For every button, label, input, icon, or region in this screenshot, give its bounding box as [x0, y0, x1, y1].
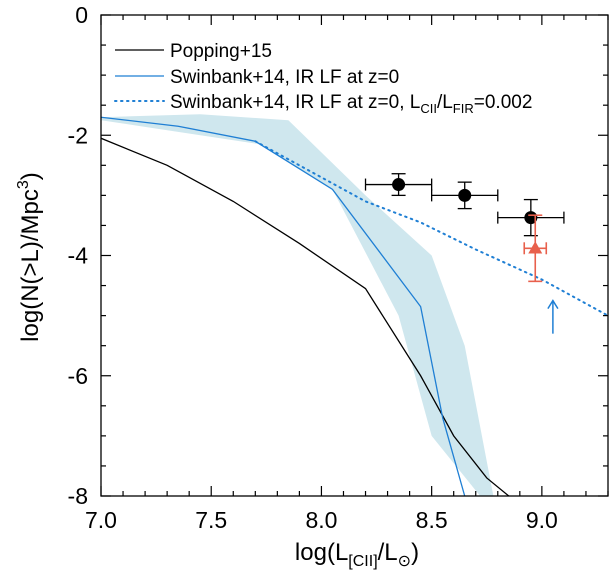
- legend-label-swinbank-ratio-sub1: CII: [420, 101, 437, 116]
- x-axis-label: log(L[CII]/L⊙): [295, 539, 419, 570]
- y-tick-label-1: -2: [68, 122, 88, 148]
- y-axis-label-post: ): [17, 172, 44, 180]
- y-tick-label-0: 0: [75, 2, 88, 28]
- legend-label-swinbank-ratio-sub2: FIR: [453, 101, 474, 116]
- legend-label-swinbank-ratio-main: Swinbank+14, IR LF at z=0, L: [170, 92, 420, 113]
- x-tick-label-4: 9.0: [526, 507, 558, 533]
- x-axis-label-post: ): [411, 539, 419, 566]
- x-tick-label-3: 8.5: [416, 507, 448, 533]
- marker-triangle-3: [528, 241, 542, 253]
- x-tick-label-0: 7.0: [85, 507, 117, 533]
- marker-circle-0: [392, 178, 405, 191]
- confidence-band: [101, 114, 493, 496]
- data-point-3: [524, 215, 546, 281]
- x-axis-label-mid: /L: [378, 539, 398, 566]
- legend-label-swinbank-ratio-post: =0.002: [474, 92, 533, 113]
- y-axis-label-sup: 3: [15, 180, 32, 189]
- confidence-band-layer: [101, 114, 493, 496]
- upper-limit-arrow: [548, 301, 558, 334]
- x-axis-label-sub: [CII]: [348, 553, 377, 570]
- marker-circle-1: [458, 189, 471, 202]
- x-tick-label-1: 7.5: [195, 507, 227, 533]
- x-axis-label-pre: log(L: [295, 539, 348, 566]
- y-tick-label-4: -8: [68, 483, 88, 509]
- y-tick-label-3: -6: [68, 363, 88, 389]
- x-tick-label-2: 8.0: [305, 507, 337, 533]
- legend-label-swinbank: Swinbank+14, IR LF at z=0: [170, 67, 399, 88]
- legend: Popping+15 Swinbank+14, IR LF at z=0 Swi…: [115, 41, 532, 116]
- data-point-1: [432, 182, 498, 208]
- y-axis-label-pre: log(N(>L)/Mpc: [17, 189, 44, 342]
- y-axis-label: log(N(>L)/Mpc3): [15, 172, 44, 342]
- x-axis-label-symbol: ⊙: [398, 553, 411, 570]
- legend-label-popping: Popping+15: [170, 41, 272, 62]
- legend-label-swinbank-ratio-mid: /L: [437, 92, 453, 113]
- y-tick-label-2: -4: [68, 243, 89, 269]
- data-point-0: [366, 174, 432, 196]
- series-layer: [101, 117, 608, 496]
- legend-label-swinbank-ratio: Swinbank+14, IR LF at z=0, LCII/LFIR=0.0…: [170, 92, 532, 116]
- data-point-2: [498, 200, 564, 236]
